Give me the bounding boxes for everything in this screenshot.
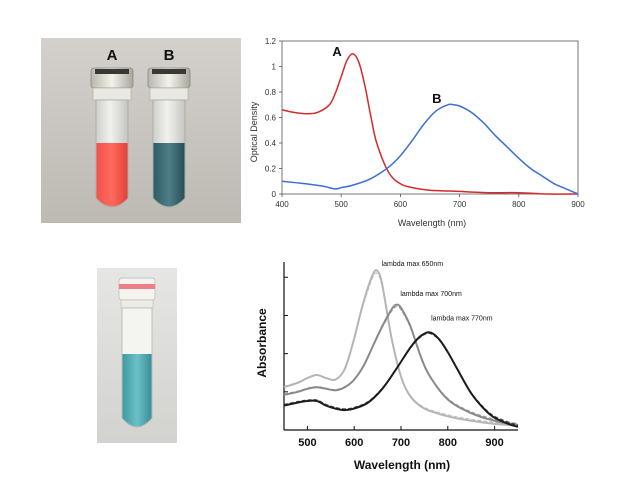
- series-label-a: A: [332, 44, 342, 59]
- absorbance-chart: 500 600 700 800 900 Wavelength (nm) Absorban…: [255, 261, 519, 472]
- series-line-a: [281, 53, 579, 195]
- x-tick-label: 900: [485, 437, 503, 449]
- x-tick-label: 500: [298, 437, 316, 449]
- x-tick-label: 500: [335, 200, 349, 209]
- series-line-dashed: [283, 305, 519, 425]
- x-tick-label: 400: [275, 200, 289, 209]
- y-axis-label: Optical Density: [249, 101, 259, 162]
- optical-density-chart: 400 500 600 700 800 900 0 0.2 0.4 0.6 0.8 1 1.2 Wave…: [249, 37, 585, 228]
- x-tick-label: 800: [439, 437, 457, 449]
- peak-annotation: lambda max 650nm: [382, 261, 444, 268]
- x-axis-label: Wavelength (nm): [398, 218, 466, 228]
- y-tick-label: 0: [272, 190, 277, 199]
- vial-b: [147, 67, 191, 208]
- peak-annotation: lambda max 770nm: [431, 315, 493, 322]
- y-tick-label: 0.4: [265, 139, 277, 148]
- x-tick-label: 700: [392, 437, 410, 449]
- vial-label-b: B: [164, 47, 175, 64]
- vial-a: [90, 67, 134, 208]
- y-tick-label: 0.2: [265, 165, 277, 174]
- vial-pair-photo: A B: [41, 38, 241, 223]
- series-line: [283, 269, 519, 427]
- series-line-dashed: [283, 272, 519, 425]
- x-tick-label: 900: [571, 200, 585, 209]
- teal-vial-photo: [97, 268, 177, 443]
- y-axis-label: Absorbance: [255, 308, 269, 378]
- y-tick-label: 0.6: [265, 114, 277, 123]
- x-tick-label: 600: [394, 200, 408, 209]
- series-line-dashed: [283, 332, 519, 426]
- x-axis-label: Wavelength (nm): [354, 458, 450, 472]
- series-label-b: B: [432, 91, 441, 106]
- vial-label-a: A: [107, 47, 118, 64]
- y-tick-label: 0.8: [265, 88, 277, 97]
- peak-annotation: lambda max 700nm: [400, 291, 462, 298]
- y-tick-label: 1: [272, 63, 277, 72]
- x-tick-label: 800: [512, 200, 526, 209]
- series-line-b: [281, 103, 579, 195]
- y-tick-label: 1.2: [265, 37, 277, 46]
- x-tick-label: 600: [345, 437, 363, 449]
- x-tick-label: 700: [453, 200, 467, 209]
